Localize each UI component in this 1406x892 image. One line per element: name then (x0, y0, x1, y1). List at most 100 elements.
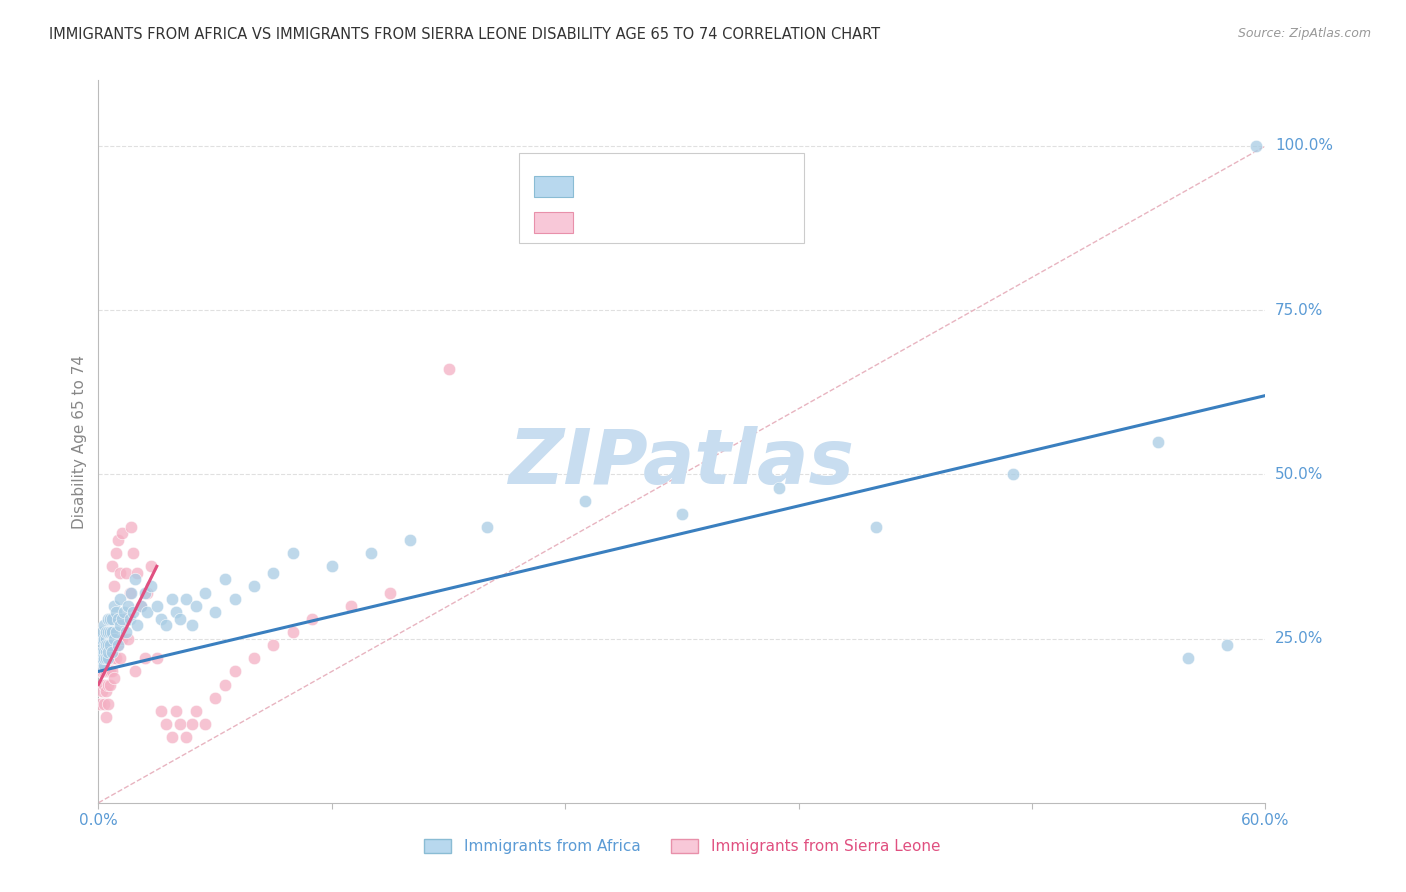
Text: 75.0%: 75.0% (1275, 302, 1323, 318)
Point (340, 599, 363, 613)
Point (398, 533, 420, 547)
Point (96, 625, 118, 640)
Point (184, 704, 207, 718)
Point (89, 651, 111, 665)
Point (103, 579, 125, 593)
Point (124, 573, 146, 587)
Point (96, 710, 118, 724)
Point (97, 645, 120, 659)
Text: N = 78: N = 78 (693, 172, 751, 187)
Point (437, 362, 460, 376)
Point (127, 618, 149, 632)
Point (89, 638, 111, 652)
Point (93, 618, 115, 632)
Point (214, 573, 236, 587)
Point (134, 585, 156, 599)
Point (112, 612, 135, 626)
Point (136, 585, 159, 599)
Point (93, 632, 115, 646)
Point (301, 612, 323, 626)
Point (108, 618, 131, 632)
Point (184, 599, 207, 613)
Point (194, 585, 217, 599)
Point (107, 533, 129, 547)
Point (1147, 434, 1170, 449)
Point (98, 651, 121, 665)
Point (114, 625, 136, 640)
Point (155, 618, 177, 632)
Point (107, 612, 129, 626)
Point (243, 579, 266, 593)
Text: Source: ZipAtlas.com: Source: ZipAtlas.com (1237, 27, 1371, 40)
Point (224, 665, 246, 679)
Point (155, 717, 177, 731)
Point (174, 592, 197, 607)
Point (104, 546, 127, 560)
Point (1001, 467, 1024, 482)
Point (865, 520, 887, 534)
Point (139, 579, 162, 593)
Point (768, 481, 790, 495)
Point (89, 665, 111, 679)
Point (671, 507, 693, 521)
Point (124, 665, 146, 679)
Point (122, 605, 145, 619)
Point (98, 677, 121, 691)
Point (97, 665, 120, 679)
Point (98, 665, 121, 679)
Point (93, 657, 115, 672)
Point (91, 625, 114, 640)
Point (98, 638, 121, 652)
Point (96, 665, 118, 679)
Point (194, 717, 217, 731)
Y-axis label: Disability Age 65 to 74: Disability Age 65 to 74 (72, 354, 87, 529)
Point (91, 651, 114, 665)
Point (169, 612, 191, 626)
Point (117, 632, 139, 646)
Point (165, 704, 187, 718)
Point (111, 612, 134, 626)
Point (103, 599, 125, 613)
Point (121, 585, 143, 599)
Point (97, 651, 120, 665)
Point (101, 625, 124, 640)
Point (89, 698, 111, 712)
Point (108, 566, 131, 580)
FancyBboxPatch shape (534, 176, 574, 197)
Point (111, 632, 134, 646)
Point (281, 625, 304, 640)
Point (243, 651, 266, 665)
Point (112, 605, 135, 619)
Point (162, 592, 184, 607)
Point (118, 612, 141, 626)
Point (129, 599, 152, 613)
Point (91, 665, 114, 679)
Point (91, 632, 114, 646)
Point (97, 651, 120, 665)
Text: R = 0.281: R = 0.281 (589, 210, 665, 225)
Point (380, 585, 402, 599)
FancyBboxPatch shape (534, 211, 574, 234)
Point (101, 651, 124, 665)
Point (204, 605, 226, 619)
Point (97, 638, 120, 652)
Point (134, 651, 156, 665)
Point (111, 526, 134, 541)
Text: 50.0%: 50.0% (1275, 467, 1323, 482)
Point (149, 612, 172, 626)
Point (89, 657, 111, 672)
Text: 25.0%: 25.0% (1275, 632, 1323, 646)
Point (98, 612, 121, 626)
Point (262, 566, 284, 580)
Point (96, 645, 118, 659)
Point (93, 645, 115, 659)
Point (96, 684, 118, 698)
Point (114, 566, 136, 580)
Point (104, 605, 127, 619)
Point (118, 585, 141, 599)
Point (169, 717, 191, 731)
Point (97, 698, 120, 712)
Point (108, 651, 131, 665)
Point (103, 632, 125, 646)
Point (477, 520, 499, 534)
